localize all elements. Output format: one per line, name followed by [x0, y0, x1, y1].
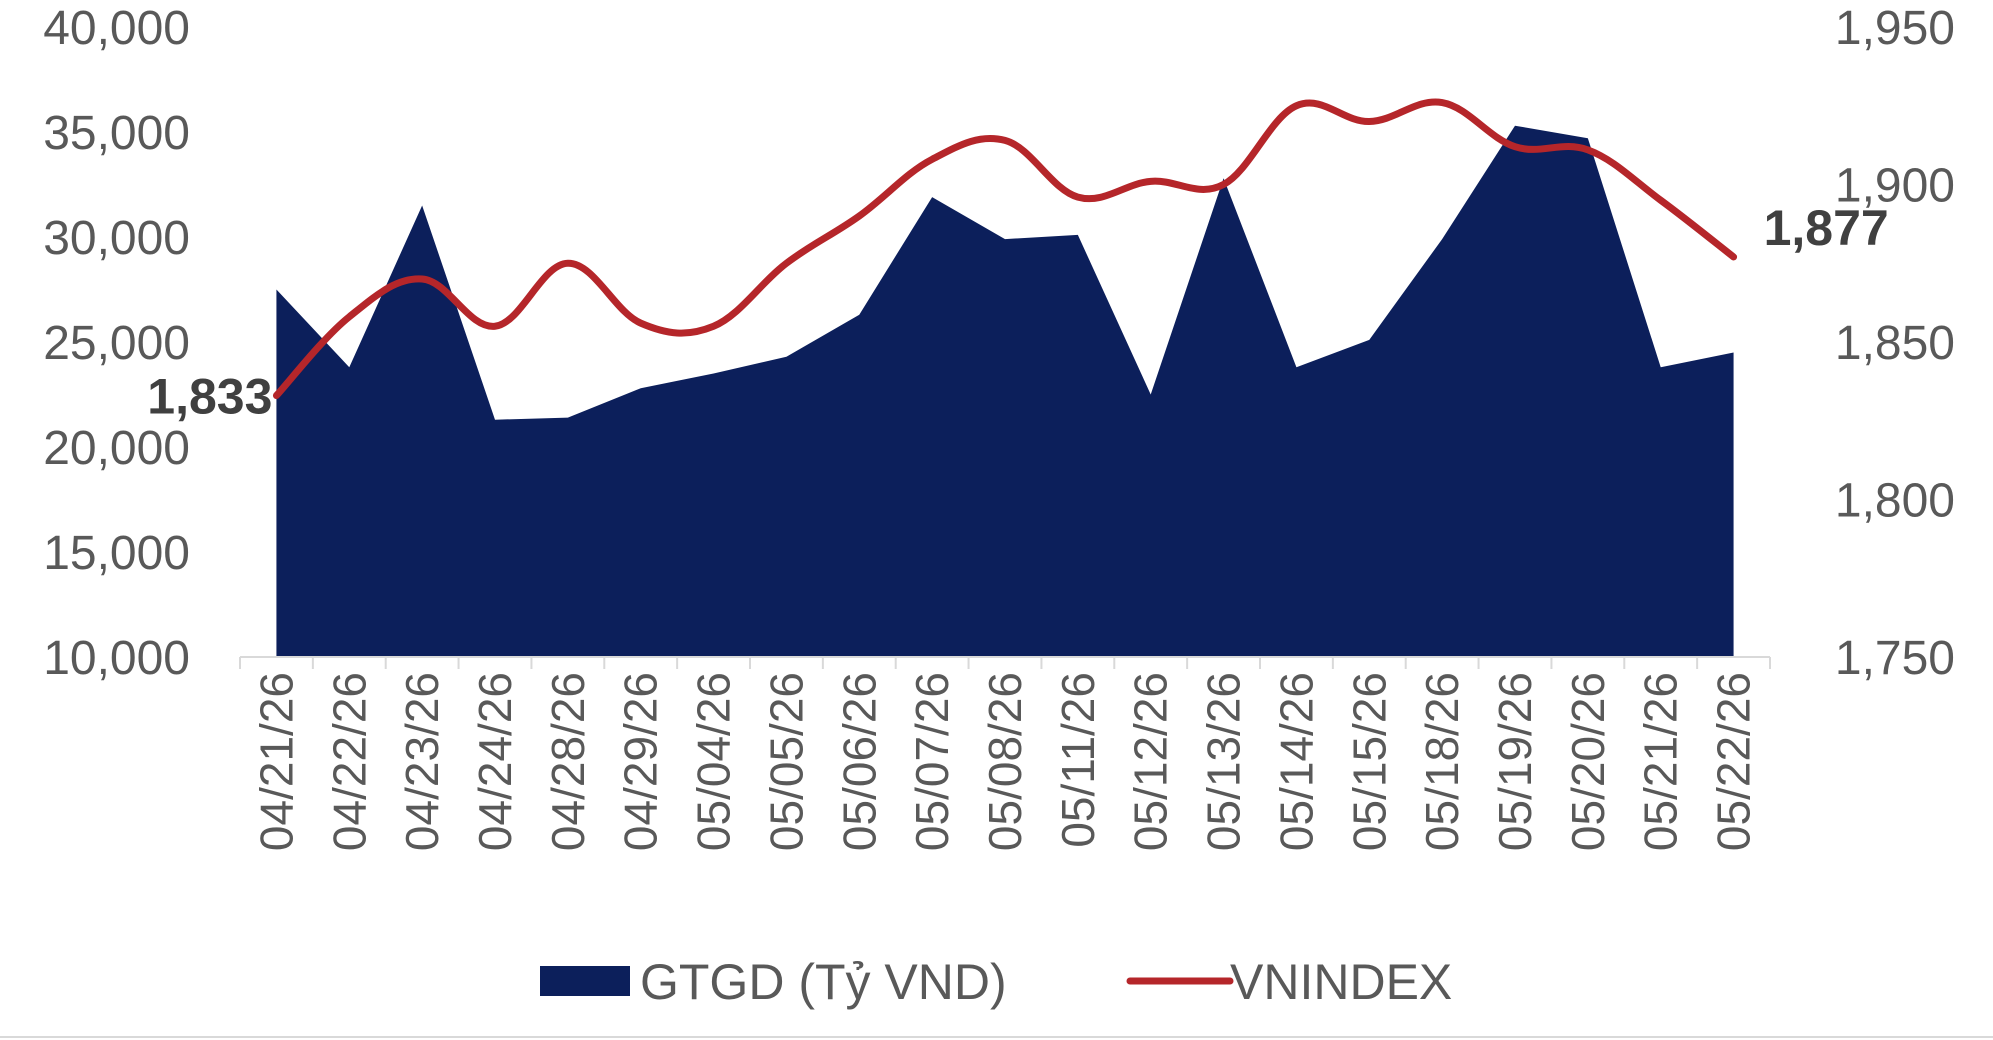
- data-label-first: 1,833: [147, 369, 272, 425]
- legend: GTGD (Tỷ VND) VNINDEX: [540, 954, 1452, 1010]
- area-layer: [276, 125, 1734, 657]
- x-tick-label: 05/14/26: [1270, 672, 1322, 851]
- legend-label-gtgd: GTGD (Tỷ VND): [640, 954, 1007, 1010]
- legend-swatch-gtgd: [540, 966, 630, 996]
- x-tick-label: 05/20/26: [1562, 672, 1614, 851]
- y-right-tick-label: 1,750: [1835, 632, 1955, 685]
- x-tick-label: 05/13/26: [1198, 672, 1250, 851]
- x-tick-label: 05/15/26: [1343, 672, 1395, 851]
- y-left-tick-label: 35,000: [43, 107, 190, 160]
- y-left-tick-label: 40,000: [43, 2, 190, 55]
- x-tick-label: 05/19/26: [1489, 672, 1541, 851]
- x-tick-label: 04/23/26: [396, 672, 448, 851]
- line-layer: [272, 98, 1738, 400]
- x-tick-label: 04/21/26: [250, 672, 302, 851]
- y-right-tick-label: 1,950: [1835, 2, 1955, 55]
- x-tick-label: 05/07/26: [906, 672, 958, 851]
- x-tick-label: 04/28/26: [542, 672, 594, 851]
- series-line-vnindex: [272, 98, 1738, 400]
- y-left-tick-label: 30,000: [43, 212, 190, 265]
- x-tick-label: 04/29/26: [615, 672, 667, 851]
- x-tick-label: 05/08/26: [979, 672, 1031, 851]
- x-tick-label: 05/21/26: [1635, 672, 1687, 851]
- y-right-tick-label: 1,800: [1835, 475, 1955, 528]
- y-left-tick-label: 25,000: [43, 317, 190, 370]
- x-tick-label: 05/12/26: [1125, 672, 1177, 851]
- legend-label-vnindex: VNINDEX: [1230, 954, 1452, 1010]
- axis-layer: [239, 656, 1771, 669]
- x-tick-label: 05/04/26: [688, 672, 740, 851]
- y-left-tick-label: 20,000: [43, 422, 190, 475]
- data-label-last: 1,877: [1764, 200, 1889, 256]
- x-tick-label: 05/18/26: [1416, 672, 1468, 851]
- x-tick-label: 04/22/26: [323, 672, 375, 851]
- y-right-tick-label: 1,850: [1835, 317, 1955, 370]
- x-tick-label: 05/22/26: [1708, 672, 1760, 851]
- label-layer: 04/21/26 04/22/26 04/23/26 04/24/26 04/28/26…: [43, 2, 1955, 851]
- x-tick-label: 05/11/26: [1052, 672, 1104, 848]
- x-tick-label: 04/24/26: [469, 672, 521, 851]
- y-right-tick-label: 1,900: [1835, 160, 1955, 213]
- x-tick-label: 05/05/26: [760, 672, 812, 851]
- y-left-tick-label: 10,000: [43, 632, 190, 685]
- y-left-tick-label: 15,000: [43, 527, 190, 580]
- series-area-gtgd: [276, 125, 1734, 657]
- x-tick-label: 05/06/26: [833, 672, 885, 851]
